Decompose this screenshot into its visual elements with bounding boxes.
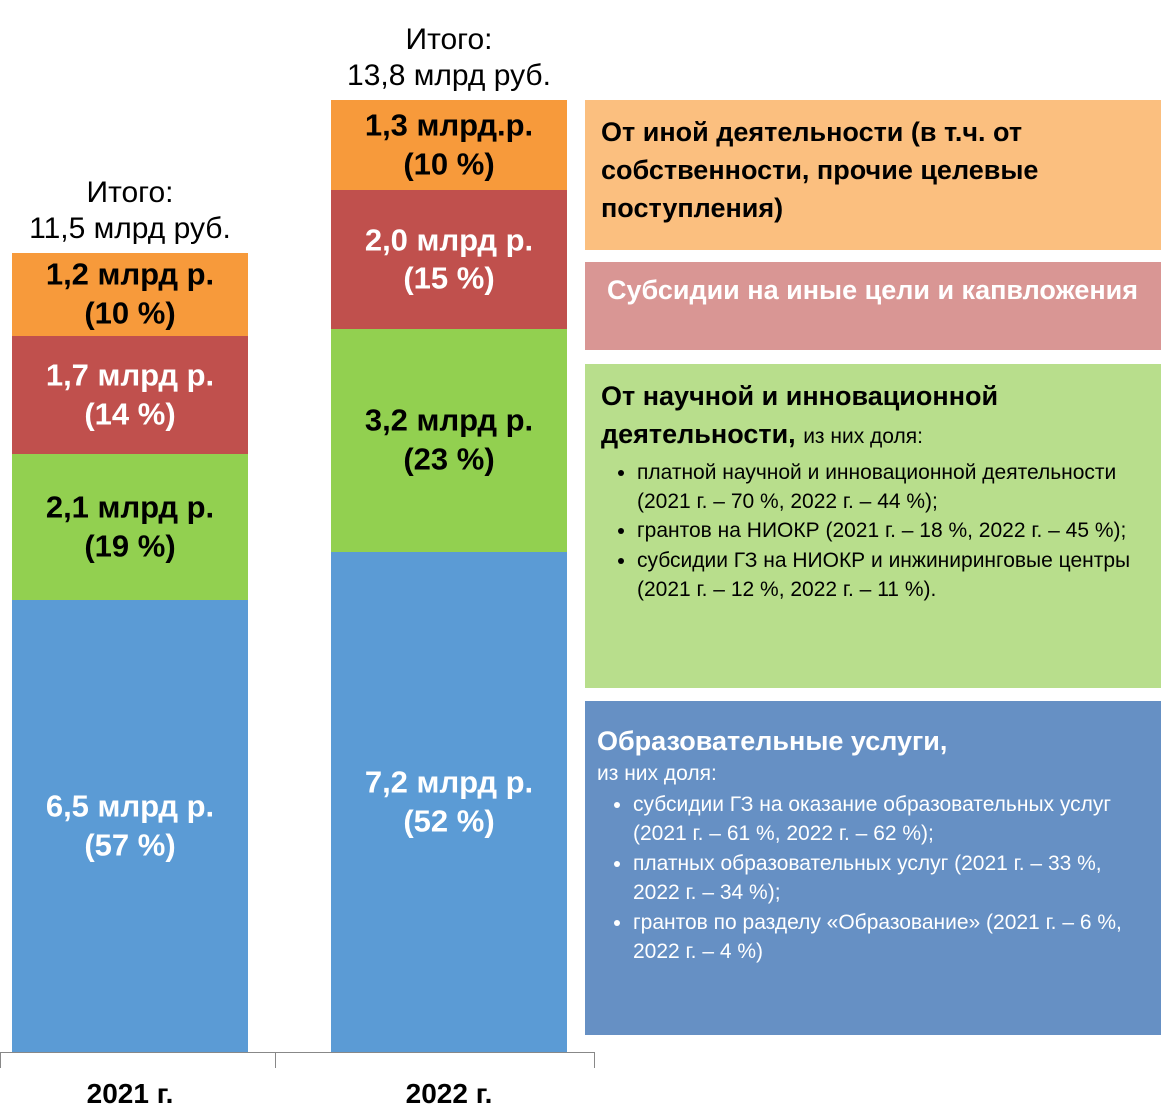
category-label: 2022 г.: [405, 1078, 493, 1109]
axis-divider: [0, 1052, 1, 1068]
value-label: 3,2 млрд р. (23 %): [364, 402, 534, 477]
legend-name: Образовательные услуги,: [597, 726, 948, 756]
category-label: 2021 г.: [86, 1078, 174, 1109]
value-label: 2,0 млрд р. (15 %): [364, 221, 534, 296]
bar-segment: [331, 99, 567, 191]
legend-title: От иной деятельности (в т.ч. от собствен…: [601, 114, 1145, 227]
legend-item: грантов на НИОКР (2021 г. – 18 %, 2022 г…: [637, 516, 1145, 545]
legend-name: Субсидии на иные цели и капвложения: [607, 275, 1139, 305]
value-label: 1,3 млрд.р. (10 %): [364, 107, 534, 182]
axis-line: [0, 1052, 595, 1053]
bar-segment: [331, 551, 567, 1052]
legend-box: От научной и инновационной деятельности,…: [585, 364, 1161, 688]
legend-name: От научной и инновационной деятельности,: [601, 381, 999, 449]
total-label: Итого: 11,5 млрд руб.: [29, 175, 231, 245]
value-label: 1,2 млрд р. (10 %): [45, 256, 215, 331]
value-label: 7,2 млрд р. (52 %): [364, 764, 534, 838]
legend-box: Образовательные услуги, из них доля: субси…: [585, 701, 1161, 1035]
legend-item: субсидии ГЗ на НИОКР и инжиниринговые це…: [637, 546, 1145, 605]
legend-title: От научной и инновационной деятельности,…: [601, 378, 1145, 454]
bar-segment: [12, 454, 248, 601]
total-label: Итого: 13,8 млрд руб.: [347, 22, 551, 92]
legend-item: субсидии ГЗ на оказание образовательных …: [633, 790, 1149, 849]
bar-segment: [12, 336, 248, 455]
legend-item: платных образовательных услуг (2021 г. –…: [633, 849, 1149, 908]
legend-box: Субсидии на иные цели и капвложения: [585, 262, 1161, 350]
bar-segment: [12, 252, 248, 337]
legend-note: из них доля:: [597, 761, 717, 785]
value-label: 1,7 млрд р. (14 %): [45, 357, 215, 432]
legend-box: От иной деятельности (в т.ч. от собствен…: [585, 100, 1161, 250]
bar-segment: [331, 190, 567, 330]
legend-title: Субсидии на иные цели и капвложения: [607, 272, 1139, 310]
axis-divider: [275, 1052, 276, 1068]
legend-item: грантов по разделу «Образование» (2021 г…: [633, 908, 1149, 967]
value-label: 6,5 млрд р. (57 %): [45, 788, 215, 863]
legend-title: Образовательные услуги, из них доля:: [597, 723, 1149, 786]
legend-list: платной научной и инновационной деятельн…: [601, 458, 1145, 605]
legend-name: От иной деятельности (в т.ч. от собствен…: [601, 117, 1039, 223]
legend-note: из них доля:: [803, 424, 923, 448]
bar-segment: [12, 600, 248, 1052]
legend-item: платной научной и инновационной деятельн…: [637, 458, 1145, 517]
axis-divider: [594, 1052, 595, 1068]
value-label: 2,1 млрд р. (19 %): [45, 489, 215, 564]
legend-list: субсидии ГЗ на оказание образовательных …: [597, 790, 1149, 966]
bar-segment: [331, 329, 567, 552]
